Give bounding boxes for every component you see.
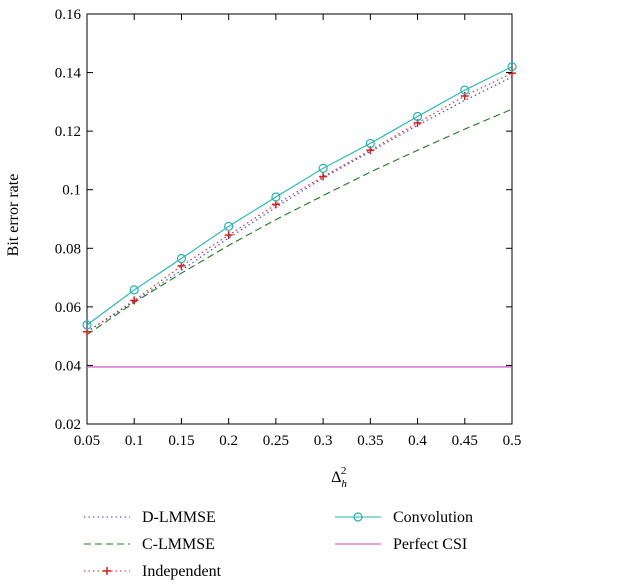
x-tick-label: 0.2 <box>219 433 238 449</box>
point-independent <box>319 172 328 181</box>
point-independent <box>460 92 469 100</box>
legend-label-d-lmmse: D-LMMSE <box>142 509 216 526</box>
legend-marker-convolution <box>353 512 363 522</box>
plot-area <box>86 13 513 425</box>
y-tick-label: 0.08 <box>55 241 81 257</box>
point-convolution <box>460 85 470 95</box>
y-tick-label: 0.14 <box>55 66 82 82</box>
y-tick-label: 0.12 <box>55 124 81 140</box>
legend-label-convolution: Convolution <box>393 509 473 526</box>
x-tick-label: 0.5 <box>503 433 522 449</box>
legend-item-convolution: Convolution <box>335 509 473 526</box>
series-line-independent <box>86 72 513 333</box>
legend-item-c-lmmse: C-LMMSE <box>84 536 215 553</box>
point-convolution <box>176 253 187 264</box>
legend-item-d-lmmse: D-LMMSE <box>84 509 216 526</box>
x-tick-label: 0.15 <box>168 433 194 449</box>
series-line-d-lmmse <box>86 76 513 333</box>
y-tick-label: 0.04 <box>55 358 82 374</box>
point-convolution <box>365 138 375 149</box>
point-independent <box>271 200 280 209</box>
legend-label-perfect-csi: Perfect CSI <box>393 536 467 553</box>
x-tick-label: 0.1 <box>125 433 144 449</box>
y-tick-label: 0.1 <box>62 183 81 199</box>
x-axis-label: Δh2 <box>331 465 347 490</box>
point-convolution <box>412 111 423 122</box>
x-axis-label-sub: h <box>341 478 347 490</box>
point-convolution <box>129 285 139 295</box>
point-convolution <box>224 221 234 231</box>
x-tick-label: 0.4 <box>408 433 427 449</box>
legend-label-independent: Independent <box>142 563 222 580</box>
legend-item-perfect-csi: Perfect CSI <box>335 536 467 553</box>
x-tick-label: 0.35 <box>357 433 383 449</box>
x-tick-label: 0.45 <box>452 433 478 449</box>
x-tick-label: 0.05 <box>74 433 100 449</box>
x-tick-label: 0.3 <box>314 433 333 449</box>
y-axis-label: Bit error rate <box>5 174 22 257</box>
point-convolution <box>507 62 517 72</box>
legend-marker-independent <box>103 567 111 575</box>
point-independent <box>177 261 186 270</box>
y-tick-label: 0.16 <box>55 7 82 23</box>
x-axis-label-main: Δ <box>331 469 341 486</box>
point-convolution <box>271 192 281 202</box>
x-tick-label: 0.25 <box>263 433 289 449</box>
legend: D-LMMSE C-LMMSE Independent Convolution Perf… <box>84 509 473 580</box>
y-tick-label: 0.02 <box>55 417 81 433</box>
y-tick-label: 0.06 <box>55 300 82 316</box>
point-independent <box>130 296 139 305</box>
series-layer <box>82 62 517 368</box>
plot-frame <box>86 13 513 425</box>
point-convolution <box>82 320 92 330</box>
ticks-layer: 0.05 0.1 0.15 0.2 0.25 0.3 0.35 0.4 0.45 0.5 0.02 0… <box>55 7 522 449</box>
legend-label-c-lmmse: C-LMMSE <box>142 536 215 553</box>
point-independent <box>224 231 233 240</box>
series-line-convolution <box>86 66 513 326</box>
series-line-c-lmmse <box>86 108 513 336</box>
x-axis-label-sup: 2 <box>341 465 347 477</box>
legend-item-independent: Independent <box>84 563 222 580</box>
point-convolution <box>318 163 328 173</box>
